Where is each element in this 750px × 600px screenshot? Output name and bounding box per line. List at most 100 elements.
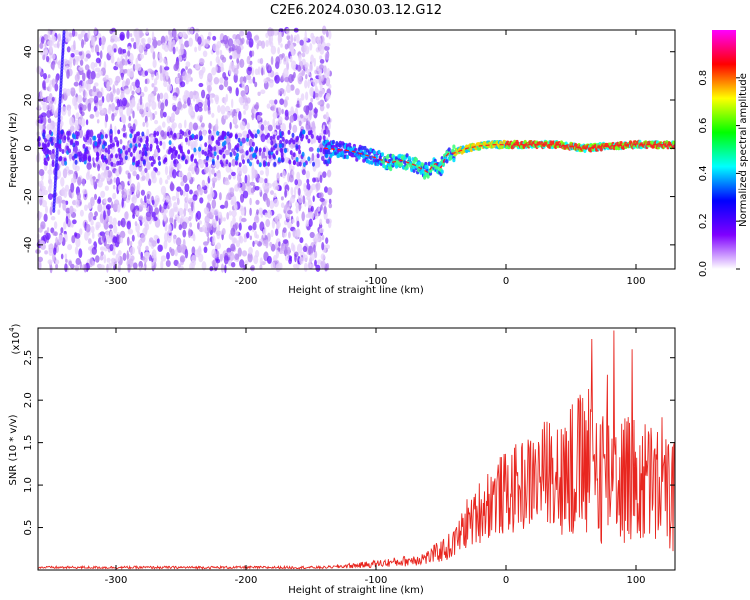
heatmap-cell bbox=[296, 171, 301, 181]
heatmap-cell bbox=[142, 159, 146, 165]
heatmap-cell bbox=[90, 196, 95, 207]
heatmap-cell bbox=[278, 241, 281, 247]
heatmap-cell bbox=[326, 78, 330, 86]
heatmap-cell bbox=[85, 82, 89, 90]
heatmap-cell bbox=[48, 248, 53, 256]
heatmap-cell bbox=[216, 154, 220, 161]
heatmap-cell bbox=[255, 101, 259, 112]
heatmap-cell bbox=[273, 198, 279, 208]
heatmap-cell bbox=[173, 63, 179, 72]
heatmap-cell bbox=[283, 99, 288, 108]
heatmap-cell bbox=[250, 187, 255, 194]
heatmap-cell bbox=[222, 34, 229, 45]
heatmap-cell bbox=[270, 229, 274, 238]
heatmap-cell bbox=[113, 48, 117, 53]
heatmap-cell bbox=[236, 63, 240, 70]
heatmap-cell bbox=[280, 243, 286, 252]
heatmap-cell bbox=[282, 227, 287, 234]
heatmap-cell bbox=[290, 60, 297, 70]
heatmap-cell bbox=[162, 121, 166, 128]
heatmap-cell bbox=[280, 202, 285, 208]
heatmap-cell bbox=[50, 152, 56, 160]
snr-series-line bbox=[37, 330, 676, 570]
heatmap-cell bbox=[212, 43, 218, 52]
heatmap-cell bbox=[75, 198, 80, 208]
heatmap-cell bbox=[197, 102, 203, 108]
heatmap-cell bbox=[256, 114, 262, 121]
heatmap-cell bbox=[115, 253, 121, 262]
heatmap-cell bbox=[266, 182, 272, 189]
heatmap-cell bbox=[228, 162, 232, 168]
heatmap-cell bbox=[198, 253, 204, 263]
heatmap-cell bbox=[67, 107, 72, 117]
heatmap-cell bbox=[172, 95, 177, 101]
heatmap-cell bbox=[70, 53, 75, 58]
heatmap-cell bbox=[267, 27, 273, 37]
heatmap-cell bbox=[217, 136, 221, 142]
heatmap-cell bbox=[166, 204, 170, 210]
heatmap-cell bbox=[223, 79, 229, 88]
heatmap-cell bbox=[164, 179, 169, 185]
heatmap-cell bbox=[230, 200, 234, 206]
heatmap-cell bbox=[93, 216, 97, 221]
heatmap-cell bbox=[319, 55, 323, 60]
heatmap-cell bbox=[190, 110, 196, 120]
heatmap-cell bbox=[262, 147, 266, 153]
heatmap-cell bbox=[77, 94, 83, 104]
bottom-x-axis: -300 -200 -100 0 100 bbox=[105, 328, 646, 586]
heatmap-cell bbox=[120, 217, 126, 228]
heatmap-cell bbox=[95, 255, 100, 263]
heatmap-cell bbox=[192, 93, 196, 102]
heatmap-cell bbox=[241, 137, 246, 144]
heatmap-cell bbox=[49, 41, 54, 46]
heatmap-cell bbox=[319, 197, 325, 202]
heatmap-cell bbox=[142, 121, 146, 127]
heatmap-cell bbox=[90, 36, 95, 46]
heatmap-cell bbox=[239, 58, 245, 68]
heatmap-cell bbox=[248, 138, 253, 148]
heatmap-cell bbox=[441, 161, 445, 166]
heatmap-cell bbox=[201, 179, 206, 187]
heatmap-cell bbox=[111, 113, 115, 122]
heatmap-cell bbox=[187, 149, 191, 155]
heatmap-cell bbox=[100, 190, 106, 198]
heatmap-cell bbox=[325, 218, 330, 224]
heatmap-cell bbox=[324, 71, 328, 78]
heatmap-cell bbox=[193, 140, 198, 148]
heatmap-cell bbox=[199, 58, 205, 65]
heatmap-cell bbox=[289, 174, 294, 183]
heatmap-cell bbox=[234, 112, 238, 119]
heatmap-cell bbox=[241, 217, 247, 223]
top-y-axis-label: Frequency (Hz) bbox=[8, 112, 19, 188]
heatmap-cell bbox=[104, 141, 107, 147]
heatmap-cell bbox=[129, 133, 133, 139]
heatmap-cell bbox=[265, 239, 269, 249]
heatmap-cell bbox=[65, 207, 71, 214]
heatmap-cell bbox=[210, 186, 213, 195]
y-tick-label: 2.5 bbox=[23, 350, 34, 366]
heatmap-cell bbox=[233, 238, 236, 244]
heatmap-cell bbox=[129, 68, 134, 78]
heatmap-cell bbox=[469, 147, 473, 153]
heatmap-cell bbox=[314, 85, 318, 93]
heatmap-cell bbox=[67, 59, 71, 65]
heatmap-cell bbox=[246, 56, 251, 65]
heatmap-cell bbox=[306, 196, 311, 201]
heatmap-cell bbox=[231, 158, 236, 167]
heatmap-cell bbox=[265, 219, 271, 228]
heatmap-cell bbox=[115, 106, 119, 111]
heatmap-cell bbox=[251, 112, 255, 121]
heatmap-cell bbox=[253, 35, 260, 41]
heatmap-cell bbox=[145, 43, 151, 50]
heatmap-cell bbox=[201, 261, 207, 271]
heatmap-cell bbox=[348, 142, 352, 147]
heatmap-cell bbox=[44, 250, 48, 255]
heatmap-cell bbox=[156, 170, 161, 176]
heatmap-cell bbox=[295, 201, 299, 208]
heatmap-cell bbox=[52, 62, 55, 71]
heatmap-cell bbox=[296, 33, 300, 44]
heatmap-cell bbox=[47, 193, 53, 201]
heatmap-cell bbox=[229, 251, 235, 261]
heatmap-cell bbox=[257, 66, 261, 76]
heatmap-cell bbox=[45, 55, 50, 63]
